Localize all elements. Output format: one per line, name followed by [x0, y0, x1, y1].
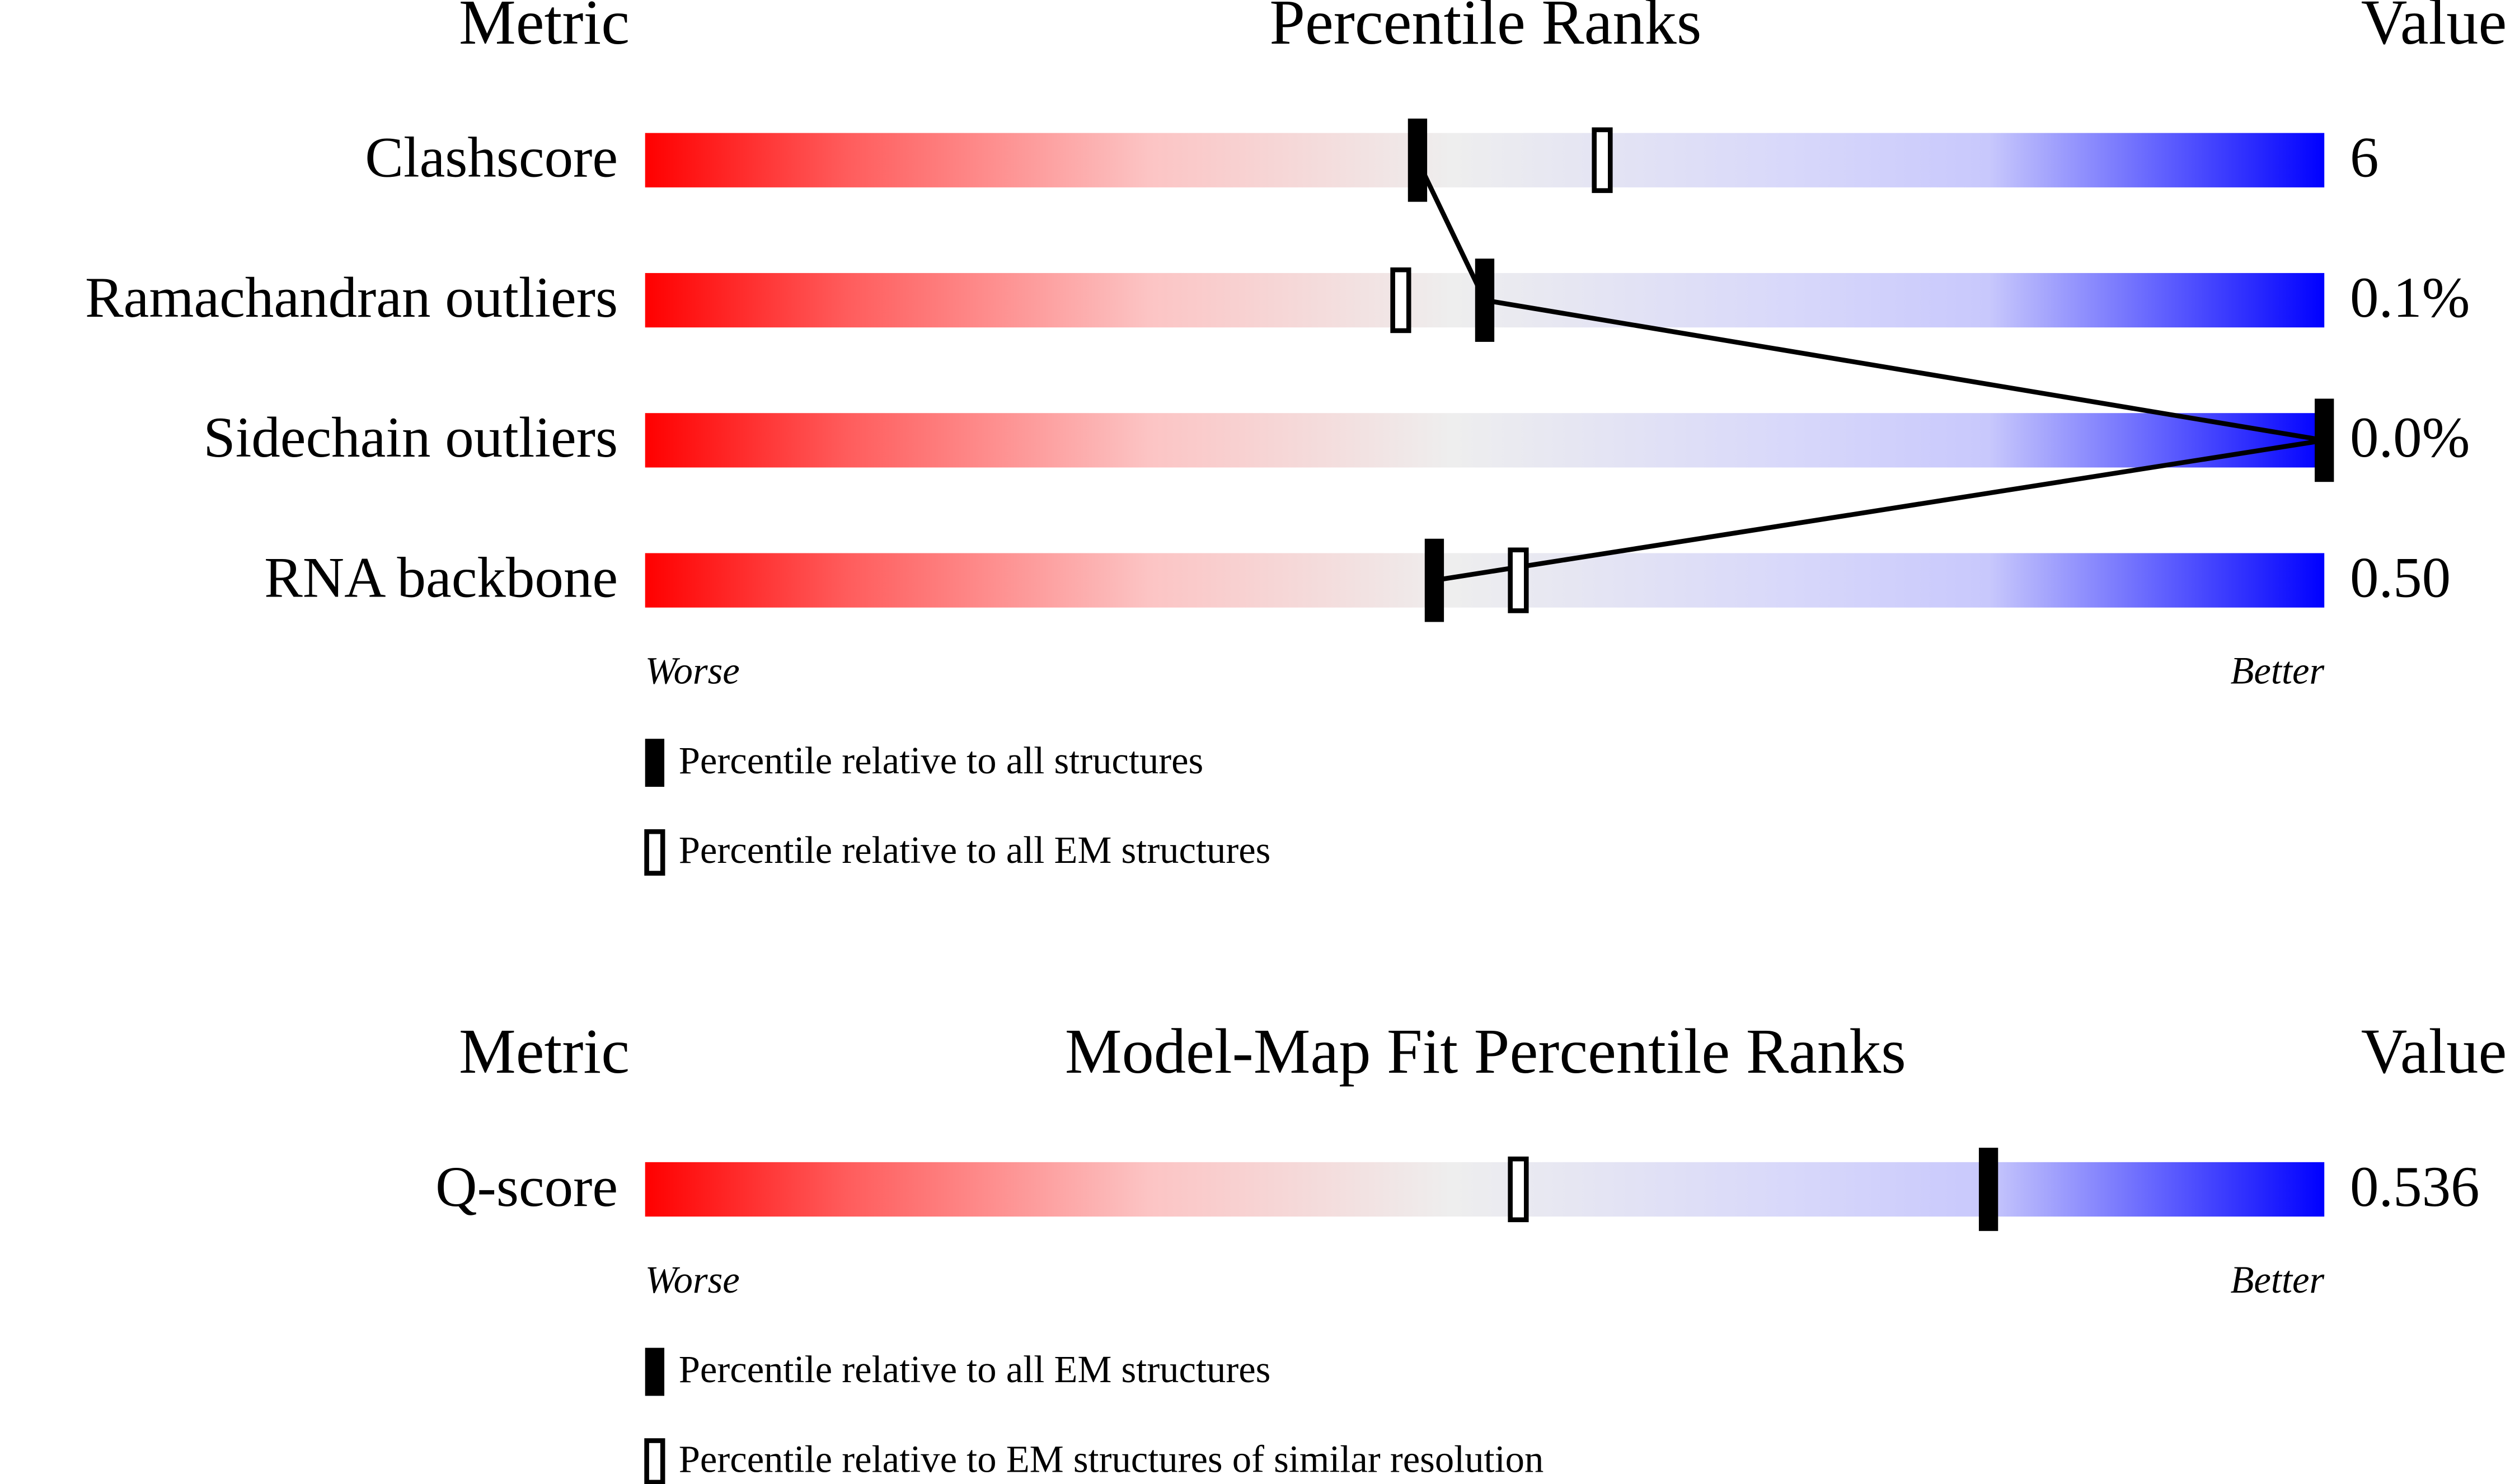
metric-value: 0.50: [2350, 546, 2451, 609]
percentile-marker-open: [1390, 267, 1411, 334]
metric-header: Metric: [459, 1016, 630, 1087]
metric-label: RNA backbone: [264, 546, 618, 609]
legend-label: Percentile relative to all EM structures: [679, 829, 1271, 871]
connector-line: [1415, 159, 2325, 583]
metric-value: 0.1%: [2350, 266, 2470, 330]
metric-value: 6: [2350, 126, 2378, 190]
percentile-marker: [1424, 538, 1444, 622]
metric-value: 0.0%: [2350, 406, 2470, 469]
legend-label: Percentile relative to all EM structures: [679, 1348, 1271, 1391]
percentile-marker-open: [1592, 127, 1613, 193]
legend-label: Percentile relative to all structures: [679, 739, 1204, 782]
slider-bar: [645, 133, 2325, 187]
value-header: Value: [2361, 0, 2507, 58]
value-header: Value: [2361, 1016, 2507, 1087]
metric-header: Metric: [459, 0, 630, 58]
metric-label: Q-score: [435, 1155, 618, 1219]
legend-swatch: [644, 1438, 665, 1484]
worse-label: Worse: [645, 1258, 740, 1301]
legend-swatch: [645, 739, 665, 787]
legend-swatch: [645, 1347, 665, 1396]
percentile-marker: [2315, 398, 2334, 482]
legend-label: Percentile relative to EM structures of …: [679, 1438, 1544, 1480]
metric-label: Ramachandran outliers: [85, 266, 618, 330]
worse-label: Worse: [645, 650, 740, 692]
metric-value: 0.536: [2350, 1155, 2480, 1219]
percentile-marker-open: [1508, 547, 1529, 613]
better-label: Better: [2231, 1258, 2325, 1301]
better-label: Better: [2231, 650, 2325, 692]
slider-bar: [645, 413, 2325, 468]
panel-title: Model-Map Fit Percentile Ranks: [1065, 1016, 1906, 1087]
metric-label: Clashscore: [365, 126, 618, 190]
percentile-marker-open: [1508, 1156, 1529, 1223]
legend-swatch: [644, 829, 665, 876]
slider-bar: [645, 553, 2325, 608]
percentile-marker: [1978, 1148, 1998, 1231]
panel-title: Percentile Ranks: [1269, 0, 1701, 58]
metric-label: Sidechain outliers: [203, 406, 618, 469]
slider-bar: [645, 1162, 2325, 1217]
percentile-marker: [1475, 259, 1495, 342]
percentile-marker: [1408, 118, 1428, 202]
